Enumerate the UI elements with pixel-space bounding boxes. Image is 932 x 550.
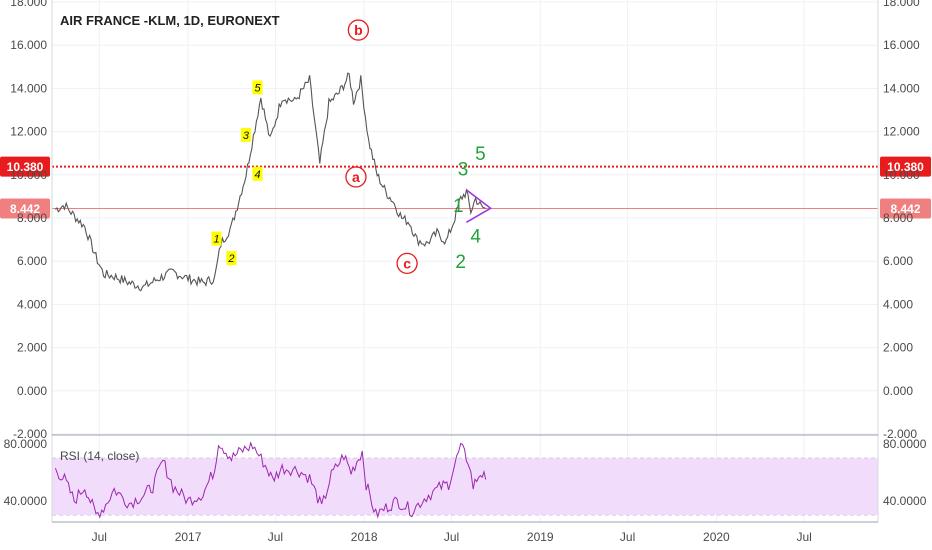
price-level-label-bg xyxy=(880,198,931,219)
price-tick-left: 0.000 xyxy=(17,384,47,398)
rsi-series xyxy=(54,441,487,519)
price-level-label: 8.442 xyxy=(10,202,40,216)
price-tick-left: 14.000 xyxy=(10,81,47,95)
price-tick-left: 2.000 xyxy=(17,341,47,355)
price-tick-right: 6.000 xyxy=(883,254,913,268)
chart-title: AIR FRANCE -KLM, 1D, EURONEXT xyxy=(60,13,280,28)
rsi-label: RSI (14, close) xyxy=(60,449,139,463)
price-level-label: 10.380 xyxy=(7,160,44,174)
wave-label-circle xyxy=(396,252,418,275)
wave-label-corrective: b xyxy=(354,22,363,38)
wave-label-primary: 2 xyxy=(227,253,234,265)
price-tick-left: 18.000 xyxy=(10,0,47,9)
wave-label-bg xyxy=(240,127,251,142)
time-tick: 2019 xyxy=(527,530,554,544)
wave-label-corrective: c xyxy=(403,255,411,271)
price-tick-right: 0.000 xyxy=(883,384,913,398)
wave-label-bg xyxy=(211,231,222,246)
price-level-label: 10.380 xyxy=(887,160,924,174)
price-tick-left: 10.000 xyxy=(10,168,47,182)
rsi-tick-left: 40.0000 xyxy=(4,494,48,508)
price-tick-right: 10.000 xyxy=(883,168,920,182)
wave-label-primary: 4 xyxy=(254,169,260,181)
price-line xyxy=(55,72,486,292)
price-tick-right: 8.000 xyxy=(883,211,913,225)
price-level-label: 8.442 xyxy=(890,202,920,216)
price-tick-right: 18.000 xyxy=(883,0,920,9)
rsi-tick: 80.0000 xyxy=(883,437,927,451)
wave-label-primary: 5 xyxy=(254,82,261,94)
price-level-label-bg xyxy=(880,156,931,177)
price-tick-left: 6.000 xyxy=(17,254,47,268)
triangle-drawing[interactable] xyxy=(465,189,493,223)
price-level-label-bg xyxy=(0,156,50,177)
time-tick: Jul xyxy=(268,530,283,544)
wave-label-impulse: 4 xyxy=(470,226,481,247)
triangle-line[interactable] xyxy=(465,189,493,223)
time-tick: 2018 xyxy=(351,530,378,544)
rsi-line xyxy=(54,441,487,519)
wave-label-impulse: 5 xyxy=(475,144,486,165)
price-tick-left: 16.000 xyxy=(10,38,47,52)
price-level-label-bg xyxy=(0,198,50,219)
rsi-tick-left: 80.0000 xyxy=(4,437,48,451)
price-tick-left: 8.000 xyxy=(17,211,47,225)
rsi-tick: 40.0000 xyxy=(883,494,927,508)
price-tick-right: 2.000 xyxy=(883,341,913,355)
price-tick-right: -2.000 xyxy=(883,427,917,441)
wave-label-bg xyxy=(252,166,263,181)
wave-label-circle xyxy=(347,19,370,41)
price-tick-left: 4.000 xyxy=(17,297,47,311)
price-series xyxy=(55,72,486,292)
wave-label-circle xyxy=(345,166,367,188)
time-tick: Jul xyxy=(92,530,107,544)
price-tick-right: 4.000 xyxy=(883,297,913,311)
price-lines: 10.380 10.380 8.442 8.442 xyxy=(0,156,931,219)
time-tick: 2020 xyxy=(703,530,730,544)
price-tick-right: 16.000 xyxy=(883,38,920,52)
wave-label-primary: 1 xyxy=(213,234,219,246)
wave-label-corrective: a xyxy=(352,169,360,185)
price-tick-right: 14.000 xyxy=(883,81,920,95)
price-tick-left: 12.000 xyxy=(10,125,47,139)
time-tick: Jul xyxy=(797,530,812,544)
rsi-band xyxy=(52,458,878,515)
time-tick: Jul xyxy=(620,530,635,544)
price-tick-left: -2.000 xyxy=(13,427,47,441)
wave-label-impulse: 3 xyxy=(458,159,469,180)
wave-label-bg xyxy=(226,251,237,266)
time-tick: 2017 xyxy=(175,530,202,544)
wave-label-impulse: 1 xyxy=(453,196,464,217)
wave-label-impulse: 2 xyxy=(455,252,466,273)
time-tick: Jul xyxy=(444,530,459,544)
wave-label-primary: 3 xyxy=(243,130,250,142)
wave-label-bg xyxy=(252,80,263,95)
price-tick-right: 12.000 xyxy=(883,125,920,139)
